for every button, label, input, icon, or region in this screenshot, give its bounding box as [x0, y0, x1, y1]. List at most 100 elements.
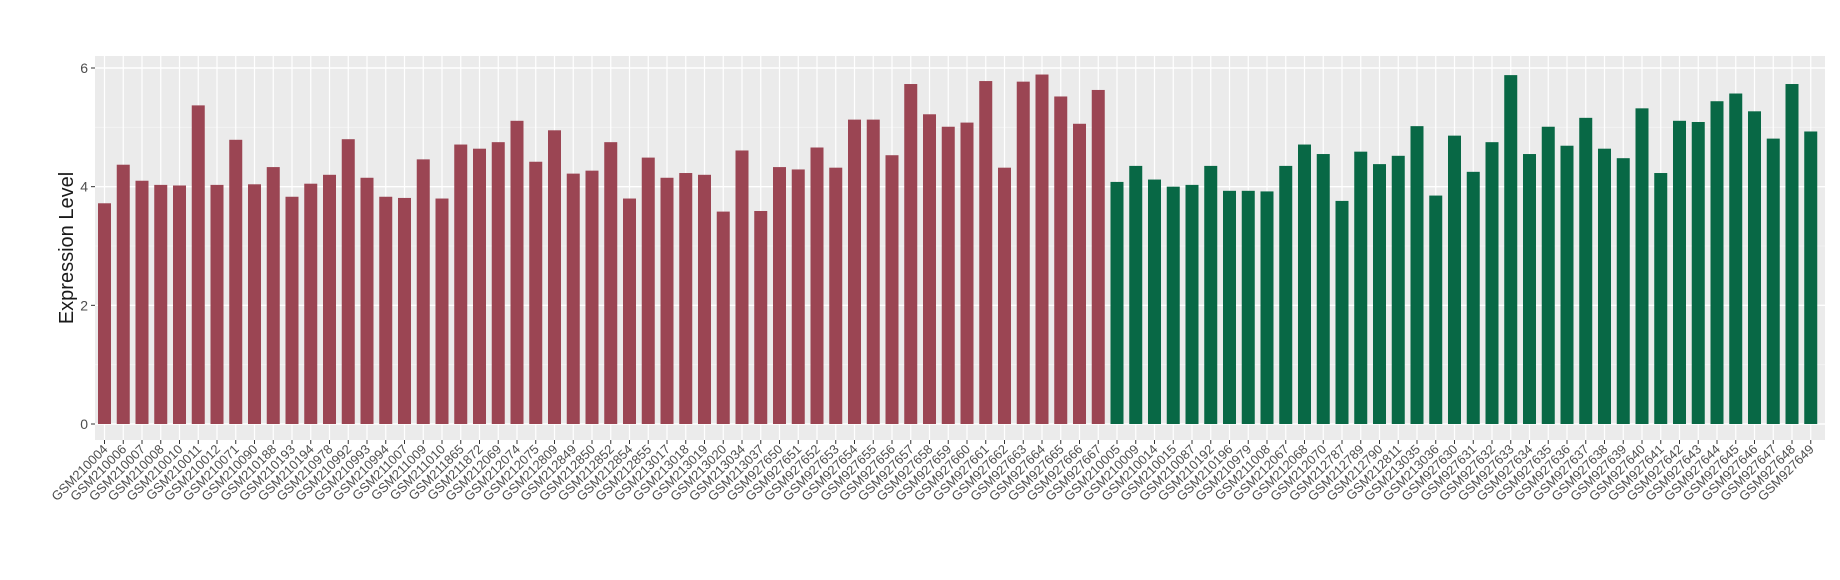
y-tick-label: 6	[80, 60, 88, 76]
bar	[1391, 155, 1405, 424]
bar	[1654, 173, 1668, 424]
bar	[1035, 74, 1049, 424]
bar	[548, 130, 561, 425]
bar	[1204, 165, 1218, 424]
bar	[1541, 126, 1555, 425]
bar	[1260, 191, 1274, 424]
bar	[1316, 154, 1330, 425]
bar	[210, 184, 224, 424]
bar	[866, 119, 880, 425]
bar	[379, 196, 393, 424]
bar	[1185, 184, 1199, 424]
bar	[1729, 93, 1743, 424]
bar	[941, 126, 955, 425]
bar	[454, 144, 468, 425]
bar	[285, 196, 299, 424]
bar	[304, 183, 318, 424]
bar	[829, 167, 843, 424]
bar	[1298, 144, 1311, 425]
bar	[998, 167, 1011, 424]
bar	[1710, 101, 1724, 424]
bar	[604, 142, 618, 424]
bar	[1410, 126, 1424, 424]
bar	[1804, 131, 1818, 424]
bar	[1354, 151, 1368, 424]
bar	[1766, 138, 1780, 424]
bar	[885, 155, 899, 424]
bar	[529, 161, 543, 424]
bar	[1579, 117, 1593, 424]
bar	[1429, 195, 1443, 424]
bar	[1241, 190, 1255, 424]
bar	[679, 173, 693, 424]
bar	[154, 184, 168, 424]
bar	[1148, 179, 1161, 424]
bar	[1598, 148, 1611, 424]
bar	[923, 114, 936, 424]
bar	[791, 169, 805, 424]
bar	[1373, 164, 1386, 424]
bar	[323, 174, 336, 424]
bar	[1466, 171, 1480, 424]
bar	[1016, 81, 1030, 424]
bar	[1129, 165, 1143, 424]
bar	[848, 119, 861, 425]
bar	[191, 105, 205, 424]
bar	[491, 142, 505, 424]
bar	[754, 210, 768, 424]
bar	[229, 139, 243, 424]
bar	[1635, 108, 1649, 424]
y-tick-label: 4	[80, 179, 88, 195]
bar	[510, 120, 524, 424]
bar	[1485, 142, 1499, 424]
y-tick-label: 0	[80, 416, 88, 432]
bar	[1523, 154, 1536, 425]
bar	[1560, 145, 1574, 424]
bar	[1073, 123, 1086, 425]
bar	[248, 184, 261, 424]
bar	[341, 139, 355, 424]
bar	[1223, 190, 1236, 424]
bar	[116, 164, 130, 425]
bar	[398, 197, 411, 424]
bar	[1091, 89, 1105, 424]
bar	[979, 81, 993, 424]
bar	[473, 148, 486, 424]
bar	[1166, 186, 1180, 424]
bar	[904, 84, 918, 425]
bar	[585, 170, 599, 424]
bar	[735, 150, 749, 424]
bar	[1448, 135, 1461, 424]
bar	[416, 159, 430, 424]
bar	[1691, 121, 1705, 424]
bar	[360, 177, 374, 424]
bar	[716, 211, 730, 424]
bars	[98, 74, 1818, 425]
bar	[641, 157, 655, 425]
bar	[623, 198, 636, 424]
bar	[173, 185, 186, 424]
bar	[435, 198, 449, 424]
bar	[98, 203, 111, 424]
bar	[135, 180, 149, 424]
bar	[1748, 111, 1761, 425]
bar	[1054, 96, 1068, 424]
bar	[1279, 165, 1293, 424]
bar	[1335, 200, 1349, 424]
bar	[1504, 75, 1518, 425]
bar	[660, 177, 674, 424]
bar	[773, 167, 786, 424]
y-tick-label: 2	[80, 297, 88, 313]
bar	[566, 173, 580, 424]
bar	[1673, 120, 1686, 424]
bar	[1785, 84, 1799, 425]
y-axis: 0 2 4 6	[80, 60, 95, 432]
y-axis-label: Expression Level	[56, 172, 78, 324]
bar	[1110, 181, 1124, 424]
bar	[698, 174, 711, 424]
bar	[810, 147, 824, 425]
bar	[960, 122, 974, 424]
bar	[1616, 158, 1630, 425]
bar	[266, 167, 280, 424]
